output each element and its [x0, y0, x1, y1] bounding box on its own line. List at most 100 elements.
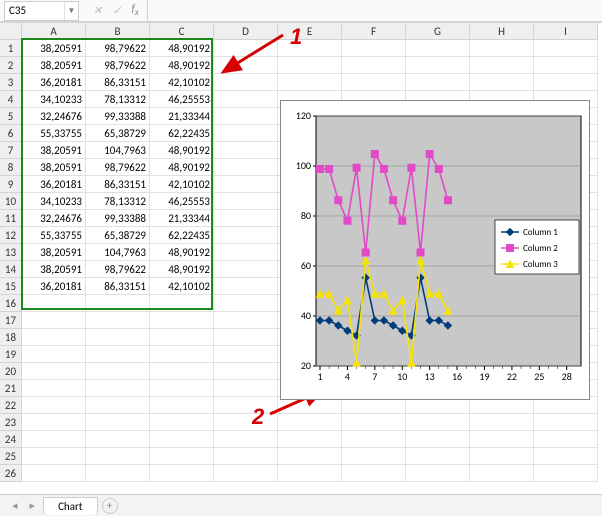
row-header[interactable]: 8 — [0, 159, 22, 176]
cell[interactable] — [86, 346, 150, 363]
cell[interactable] — [214, 125, 278, 142]
cell[interactable] — [214, 346, 278, 363]
cell[interactable]: 42,10102 — [150, 176, 214, 193]
cell[interactable] — [214, 329, 278, 346]
row-header[interactable]: 2 — [0, 57, 22, 74]
formula-input[interactable] — [148, 1, 602, 21]
cell[interactable]: 48,90192 — [150, 40, 214, 57]
cell[interactable] — [406, 40, 470, 57]
row-header[interactable]: 23 — [0, 414, 22, 431]
cell[interactable] — [406, 448, 470, 465]
cell[interactable] — [86, 448, 150, 465]
row-header[interactable]: 15 — [0, 278, 22, 295]
cell[interactable] — [278, 448, 342, 465]
cell[interactable]: 48,90192 — [150, 244, 214, 261]
cell[interactable]: 36,20181 — [22, 74, 86, 91]
cell[interactable]: 42,10102 — [150, 278, 214, 295]
cell[interactable] — [406, 431, 470, 448]
cell[interactable]: 86,33151 — [86, 278, 150, 295]
cell[interactable] — [214, 193, 278, 210]
cell[interactable]: 104,7963 — [86, 244, 150, 261]
cell[interactable] — [86, 380, 150, 397]
cell[interactable]: 32,24676 — [22, 108, 86, 125]
cell[interactable] — [214, 91, 278, 108]
column-header[interactable]: H — [470, 23, 534, 40]
cell[interactable]: 62,22435 — [150, 227, 214, 244]
cell[interactable]: 21,33344 — [150, 108, 214, 125]
cell[interactable] — [406, 465, 470, 482]
cell[interactable] — [86, 329, 150, 346]
cell[interactable] — [534, 74, 598, 91]
cell[interactable] — [214, 448, 278, 465]
cell[interactable]: 48,90192 — [150, 159, 214, 176]
row-header[interactable]: 9 — [0, 176, 22, 193]
cell[interactable] — [22, 448, 86, 465]
cell[interactable]: 38,20591 — [22, 142, 86, 159]
cell[interactable]: 48,90192 — [150, 261, 214, 278]
column-header[interactable]: G — [406, 23, 470, 40]
cell[interactable]: 46,25553 — [150, 91, 214, 108]
cell[interactable]: 38,20591 — [22, 244, 86, 261]
row-header[interactable]: 13 — [0, 244, 22, 261]
cell[interactable] — [534, 431, 598, 448]
column-header[interactable]: F — [342, 23, 406, 40]
cell[interactable] — [86, 397, 150, 414]
cell[interactable]: 36,20181 — [22, 278, 86, 295]
cell[interactable] — [214, 159, 278, 176]
row-header[interactable]: 19 — [0, 346, 22, 363]
row-header[interactable]: 16 — [0, 295, 22, 312]
row-header[interactable]: 17 — [0, 312, 22, 329]
cell[interactable]: 65,38729 — [86, 125, 150, 142]
cell[interactable] — [22, 295, 86, 312]
cell[interactable] — [214, 261, 278, 278]
cell[interactable] — [22, 397, 86, 414]
cell[interactable] — [22, 346, 86, 363]
cell[interactable] — [406, 74, 470, 91]
cell[interactable] — [342, 448, 406, 465]
cell[interactable] — [22, 312, 86, 329]
cell[interactable] — [342, 431, 406, 448]
cell[interactable] — [342, 74, 406, 91]
column-header[interactable]: C — [150, 23, 214, 40]
cell[interactable] — [470, 448, 534, 465]
chart[interactable]: 2040608010012014710131619222528Column 1C… — [280, 100, 590, 400]
cell[interactable] — [534, 40, 598, 57]
cell[interactable]: 98,79622 — [86, 261, 150, 278]
cell[interactable]: 34,10233 — [22, 193, 86, 210]
tab-chart[interactable]: Chart — [43, 497, 97, 515]
row-header[interactable]: 5 — [0, 108, 22, 125]
cell[interactable]: 78,13312 — [86, 193, 150, 210]
cell[interactable]: 21,33344 — [150, 210, 214, 227]
cell[interactable]: 55,33755 — [22, 227, 86, 244]
confirm-icon[interactable]: ✓ — [112, 4, 121, 17]
cell[interactable]: 32,24676 — [22, 210, 86, 227]
cell[interactable]: 38,20591 — [22, 57, 86, 74]
cell[interactable] — [86, 465, 150, 482]
row-header[interactable]: 6 — [0, 125, 22, 142]
cell[interactable] — [406, 57, 470, 74]
cell[interactable] — [22, 414, 86, 431]
cell[interactable]: 46,25553 — [150, 193, 214, 210]
cell[interactable]: 36,20181 — [22, 176, 86, 193]
row-header[interactable]: 21 — [0, 380, 22, 397]
cell[interactable]: 65,38729 — [86, 227, 150, 244]
cell[interactable]: 98,79622 — [86, 57, 150, 74]
cell[interactable] — [214, 244, 278, 261]
cell[interactable]: 42,10102 — [150, 74, 214, 91]
cell[interactable] — [22, 329, 86, 346]
cell[interactable] — [406, 414, 470, 431]
cell[interactable] — [214, 278, 278, 295]
row-header[interactable]: 20 — [0, 363, 22, 380]
cell[interactable]: 38,20591 — [22, 40, 86, 57]
cell[interactable]: 48,90192 — [150, 142, 214, 159]
cell[interactable]: 99,33388 — [86, 210, 150, 227]
cell[interactable] — [150, 448, 214, 465]
row-header[interactable]: 26 — [0, 465, 22, 482]
cell[interactable] — [150, 329, 214, 346]
row-header[interactable]: 12 — [0, 227, 22, 244]
cell[interactable] — [86, 295, 150, 312]
cell[interactable] — [86, 414, 150, 431]
cell[interactable] — [470, 431, 534, 448]
cell[interactable]: 62,22435 — [150, 125, 214, 142]
cell[interactable] — [22, 380, 86, 397]
